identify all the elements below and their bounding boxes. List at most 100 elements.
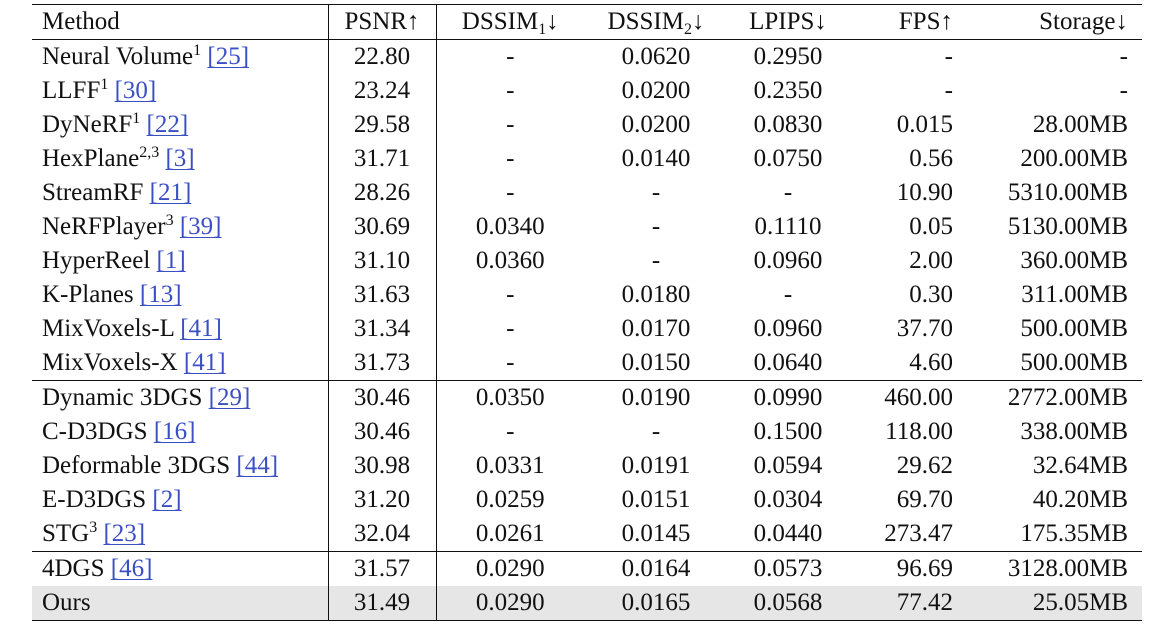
header-method: Method — [32, 4, 329, 40]
storage-cell: - — [1119, 43, 1128, 70]
table-row: E-D3DGS [2] 31.20 0.0259 0.0151 0.0304 69.70 4… — [32, 483, 1142, 517]
dssim1-cell: - — [506, 77, 515, 104]
storage-cell: 5310.00MB — [1007, 179, 1128, 206]
citation-link[interactable]: [21] — [149, 179, 192, 206]
fps-cell: 96.69 — [848, 551, 963, 586]
header-dssim2-label: DSSIM — [607, 8, 684, 35]
method-cell: Dynamic 3DGS [29] — [32, 380, 329, 415]
method-footnote-marker: 1 — [193, 42, 202, 60]
fps-cell: 0.56 — [909, 145, 953, 172]
storage-cell: - — [1119, 77, 1128, 104]
citation-link[interactable]: [30] — [114, 77, 157, 104]
method-name: HexPlane — [42, 145, 140, 172]
method-footnote-marker: 1 — [132, 110, 141, 128]
citation-link[interactable]: [3] — [165, 145, 195, 172]
lpips-cell: 0.2350 — [753, 77, 823, 104]
citation-link[interactable]: [41] — [183, 349, 226, 376]
table-row: StreamRF [21] 28.26- - -10.90 5310.00MB — [32, 176, 1142, 210]
method-name: NeRFPlayer — [42, 213, 166, 240]
dssim1-cell: 0.0290 — [436, 551, 584, 586]
dssim2-cell: 0.0190 — [584, 380, 728, 415]
fps-cell: - — [944, 77, 953, 104]
citation-link[interactable]: [23] — [103, 520, 146, 547]
psnr-cell: 30.46 — [328, 380, 437, 415]
table-row: Dynamic 3DGS [29] 30.46 0.0350 0.0190 0.0990… — [32, 380, 1142, 415]
psnr-cell: 31.73 — [328, 346, 437, 381]
method-name: 4DGS — [42, 555, 105, 582]
storage-cell: 500.00MB — [1020, 349, 1128, 376]
header-dssim2: DSSIM2↓ — [584, 4, 728, 40]
header-dssim2-arrow: ↓ — [691, 8, 705, 35]
method-name: STG — [42, 520, 90, 547]
table-row: DyNeRF1 [22] 29.58-0.0200 0.0830 0.015 28.00… — [32, 108, 1142, 142]
method-name: MixVoxels-X — [42, 349, 178, 376]
fps-cell: 0.05 — [909, 213, 953, 240]
dssim1-cell: - — [506, 418, 515, 445]
dssim2-cell: 0.0200 — [621, 77, 691, 104]
method-footnote-marker: 1 — [100, 76, 109, 94]
method-name: Deformable 3DGS — [42, 452, 231, 479]
header-lpips: LPIPS↓ — [728, 4, 848, 40]
table-row: STG3 [23] 32.04 0.0261 0.0145 0.0440 273.47 17… — [32, 517, 1142, 552]
method-cell: DyNeRF1 [22] — [32, 108, 329, 142]
method-cell: StreamRF [21] — [32, 176, 329, 210]
method-cell: K-Planes [13] — [32, 278, 329, 312]
fps-cell: 460.00 — [848, 380, 963, 415]
method-cell: Deformable 3DGS [44] — [32, 449, 329, 483]
storage-cell: 338.00MB — [1020, 418, 1128, 445]
psnr-cell: 29.58 — [328, 108, 437, 142]
fps-cell: 29.62 — [896, 452, 953, 479]
header-dssim2-subscript: 2 — [683, 20, 692, 38]
method-cell: Ours — [32, 586, 329, 621]
citation-link[interactable]: [13] — [139, 281, 182, 308]
storage-cell: 200.00MB — [1020, 145, 1128, 172]
method-name: MixVoxels-L — [42, 315, 174, 342]
citation-link[interactable]: [22] — [146, 111, 189, 138]
storage-cell: 25.05MB — [963, 586, 1142, 621]
dssim1-cell: - — [506, 145, 515, 172]
method-cell: MixVoxels-X [41] — [32, 346, 329, 381]
dssim2-cell: 0.0151 — [621, 486, 691, 513]
lpips-cell: 0.1110 — [754, 213, 822, 240]
psnr-cell: 31.34 — [328, 312, 437, 346]
citation-link[interactable]: [2] — [152, 486, 182, 513]
method-cell: Neural Volume1 [25] — [32, 39, 329, 74]
table-row: LLFF1 [30] 23.24-0.0200 0.2350- - — [32, 74, 1142, 108]
dssim2-cell: 0.0150 — [621, 349, 691, 376]
lpips-cell: 0.0750 — [753, 145, 823, 172]
dssim1-cell: - — [506, 349, 515, 376]
citation-link[interactable]: [41] — [180, 315, 222, 342]
psnr-cell: 31.71 — [328, 142, 437, 176]
header-dssim1-subscript: 1 — [538, 20, 547, 38]
lpips-cell: 0.0573 — [728, 551, 848, 586]
citation-link[interactable]: [46] — [110, 555, 153, 582]
fps-cell: 2.00 — [909, 247, 953, 274]
storage-cell: 311.00MB — [1021, 281, 1128, 308]
storage-cell: 500.00MB — [1020, 315, 1128, 342]
citation-link[interactable]: [16] — [153, 418, 196, 445]
citation-link[interactable]: [39] — [179, 213, 222, 240]
dssim2-cell: 0.0180 — [621, 281, 691, 308]
header-dssim1-label: DSSIM — [461, 8, 539, 35]
method-name: StreamRF — [42, 179, 144, 206]
header-psnr: PSNR↑ — [328, 4, 437, 40]
table-row: Neural Volume1 [25] 22.80-0.0620 0.2950- - — [32, 39, 1142, 74]
fps-cell: 0.015 — [896, 111, 953, 138]
citation-link[interactable]: [1] — [156, 247, 186, 274]
dssim2-cell: 0.0145 — [621, 520, 691, 547]
citation-link[interactable]: [44] — [236, 452, 279, 479]
citation-link[interactable]: [29] — [208, 384, 251, 411]
table-row: K-Planes [13] 31.63-0.0180-0.30 311.00MB — [32, 278, 1142, 312]
fps-cell: 10.90 — [896, 179, 953, 206]
lpips-cell: - — [783, 179, 793, 206]
dssim2-cell: 0.0164 — [584, 551, 728, 586]
table-row: NeRFPlayer3 [39] 30.69 0.0340-0.1110 0.05 51… — [32, 210, 1142, 244]
psnr-cell: 31.10 — [328, 244, 437, 278]
header-dssim1: DSSIM1↓ — [436, 4, 584, 40]
psnr-cell: 28.26 — [328, 176, 437, 210]
dssim2-cell: - — [651, 213, 661, 240]
citation-link[interactable]: [25] — [207, 43, 250, 70]
method-name: LLFF — [42, 77, 101, 104]
method-cell: HyperReel [1] — [32, 244, 329, 278]
method-name: HyperReel — [42, 247, 151, 274]
